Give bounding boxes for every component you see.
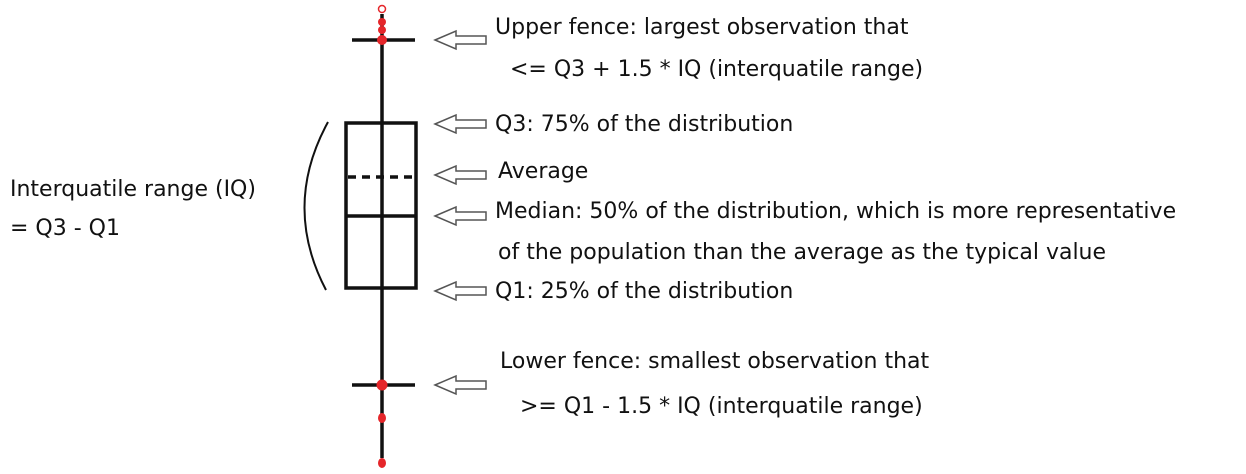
outlier — [378, 18, 386, 26]
q1-label: Q1: 25% of the distribution — [495, 279, 793, 304]
outlier — [377, 4, 387, 14]
fence-point — [377, 35, 387, 45]
outliers — [376, 4, 388, 468]
arrow — [433, 374, 487, 396]
box-plot — [303, 14, 418, 458]
outlier — [378, 458, 386, 468]
iq-label: Interquatile range (IQ) — [10, 177, 256, 202]
upper-fence-label: Upper fence: largest observation that — [495, 15, 909, 40]
arrows — [433, 29, 487, 396]
arrow — [433, 113, 487, 135]
box — [344, 121, 418, 290]
arrow — [433, 205, 487, 227]
fence-point — [376, 379, 388, 391]
outlier — [378, 413, 386, 423]
lower-fence-label: >= Q1 - 1.5 * IQ (interquatile range) — [520, 394, 923, 419]
upper-fence-label: <= Q3 + 1.5 * IQ (interquatile range) — [510, 57, 923, 82]
q3-label: Q3: 75% of the distribution — [495, 112, 793, 137]
labels: Interquatile range (IQ) = Q3 - Q1 Upper … — [10, 15, 1176, 419]
outlier — [378, 26, 386, 34]
arrow — [433, 29, 487, 51]
median-label: Median: 50% of the distribution, which i… — [495, 199, 1176, 224]
iq-label: = Q3 - Q1 — [10, 216, 120, 241]
arrow — [433, 164, 487, 186]
median-label: of the population than the average as th… — [498, 240, 1106, 265]
lower-fence-label: Lower fence: smallest observation that — [500, 349, 930, 374]
iq-bracket — [303, 121, 329, 291]
arrow — [433, 280, 487, 302]
average-label: Average — [498, 159, 588, 184]
